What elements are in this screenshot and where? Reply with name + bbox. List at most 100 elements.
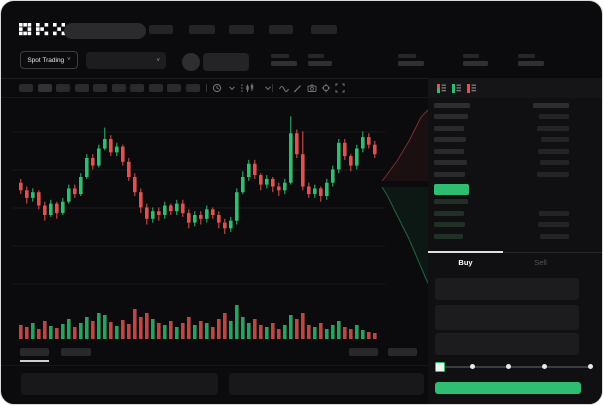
volume-bar: [355, 325, 359, 339]
toolbar-item[interactable]: [74, 84, 89, 92]
chart-style-icon[interactable]: [245, 83, 255, 93]
orderbook-asks-icon[interactable]: [466, 83, 477, 94]
percent-slider-stop-75[interactable]: [542, 364, 547, 369]
volume-bar: [295, 319, 299, 339]
candle-body: [187, 213, 191, 223]
ask-row-price[interactable]: [434, 125, 464, 131]
toolbar-item[interactable]: [130, 84, 144, 92]
market-type-selector[interactable]: Spot Trading ˅: [20, 51, 78, 69]
orderbook-both-icon[interactable]: [436, 83, 447, 94]
chevron-down-icon[interactable]: [227, 83, 237, 93]
tab-buy[interactable]: Buy: [428, 254, 503, 270]
dots-divider-icon[interactable]: [237, 83, 247, 93]
draw-icon[interactable]: [293, 83, 303, 93]
fullscreen-icon[interactable]: [335, 83, 345, 93]
pair-dropdown[interactable]: ˅: [86, 52, 166, 69]
toolbar-item[interactable]: [56, 84, 70, 92]
bottom-tab-action[interactable]: [349, 348, 378, 356]
volume-bar: [199, 321, 203, 339]
bid-row-amount: [539, 210, 569, 216]
trade-input-field[interactable]: [435, 305, 579, 330]
orderbook-bids-icon[interactable]: [451, 83, 462, 94]
orders-panel: [229, 373, 424, 395]
ask-row-price[interactable]: [434, 160, 467, 166]
chevron-down-icon[interactable]: [263, 83, 273, 93]
candle-body: [109, 139, 113, 153]
volume-bar: [349, 329, 353, 339]
candle-body: [121, 146, 125, 162]
bottom-tab-active-underline: [20, 359, 49, 362]
percent-slider-stop-25[interactable]: [470, 364, 475, 369]
percent-slider-stop-50[interactable]: [506, 364, 511, 369]
orders-panel: [21, 373, 218, 395]
bottom-tab[interactable]: [20, 348, 49, 356]
volume-bar: [223, 313, 227, 339]
nav-item[interactable]: [229, 25, 254, 34]
volume-bar: [265, 327, 269, 339]
orderbook-toolbar: [428, 78, 602, 98]
volume-bar: [313, 327, 317, 339]
candle-body: [157, 211, 161, 215]
settings-icon[interactable]: [321, 83, 331, 93]
volume-bar: [289, 315, 293, 339]
candlestick-chart[interactable]: [13, 97, 385, 339]
volume-bar: [85, 317, 89, 339]
bottom-tab[interactable]: [61, 348, 91, 356]
depth-asks-fill: [382, 109, 429, 181]
toolbar-item[interactable]: [93, 84, 107, 92]
toolbar-item[interactable]: [19, 84, 33, 92]
pair-name-button[interactable]: [203, 53, 249, 71]
bid-row-price[interactable]: [434, 199, 468, 204]
volume-bar: [307, 325, 311, 339]
volume-bar: [319, 323, 323, 339]
candle-body: [85, 158, 89, 177]
percent-slider-handle[interactable]: [435, 362, 445, 372]
tab-sell[interactable]: Sell: [503, 254, 578, 270]
candle-body: [217, 215, 221, 223]
interval-icon[interactable]: [212, 83, 222, 93]
nav-item[interactable]: [149, 25, 173, 34]
toolbar-item[interactable]: [167, 84, 181, 92]
volume-bar: [193, 325, 197, 339]
volume-bar: [361, 330, 365, 339]
pair-logo-avatar: [182, 53, 200, 71]
volume-bar: [133, 309, 137, 339]
volume-bar: [31, 323, 35, 339]
camera-icon[interactable]: [307, 83, 317, 93]
ask-row-amount: [540, 160, 569, 166]
candle-body: [25, 190, 29, 198]
nav-item[interactable]: [269, 25, 293, 34]
ask-row-price[interactable]: [434, 137, 466, 143]
candle-body: [301, 154, 305, 187]
nav-item[interactable]: [311, 25, 337, 34]
volume-bar: [91, 321, 95, 339]
ask-row-amount: [537, 172, 569, 177]
percent-slider-track[interactable]: [438, 366, 589, 368]
toolbar-item[interactable]: [111, 84, 126, 92]
bid-row-price[interactable]: [434, 233, 463, 239]
search-input[interactable]: [64, 23, 146, 39]
nav-item[interactable]: [189, 25, 215, 34]
volume-bar: [169, 321, 173, 339]
candle-body: [67, 188, 71, 202]
buy-submit-button[interactable]: [435, 382, 581, 394]
bid-row-price[interactable]: [434, 210, 464, 216]
volume-bar: [343, 327, 347, 339]
indicators-icon[interactable]: [279, 83, 289, 93]
ask-row-price[interactable]: [434, 172, 465, 177]
ask-row-price[interactable]: [434, 114, 468, 119]
trade-input-field[interactable]: [435, 278, 579, 300]
volume-bar: [43, 321, 47, 339]
volume-bar: [187, 317, 191, 339]
bottom-tab-action[interactable]: [388, 348, 417, 356]
volume-bar: [157, 323, 161, 339]
toolbar-item[interactable]: [37, 84, 52, 92]
toolbar-item[interactable]: [185, 84, 200, 92]
ask-row-price[interactable]: [434, 148, 464, 154]
candle-body: [127, 161, 131, 177]
percent-slider-stop-100[interactable]: [588, 364, 593, 369]
bid-row-price[interactable]: [434, 222, 465, 228]
trade-input-field[interactable]: [435, 333, 579, 355]
toolbar-item[interactable]: [148, 84, 163, 92]
depth-asks-line: [381, 108, 429, 182]
